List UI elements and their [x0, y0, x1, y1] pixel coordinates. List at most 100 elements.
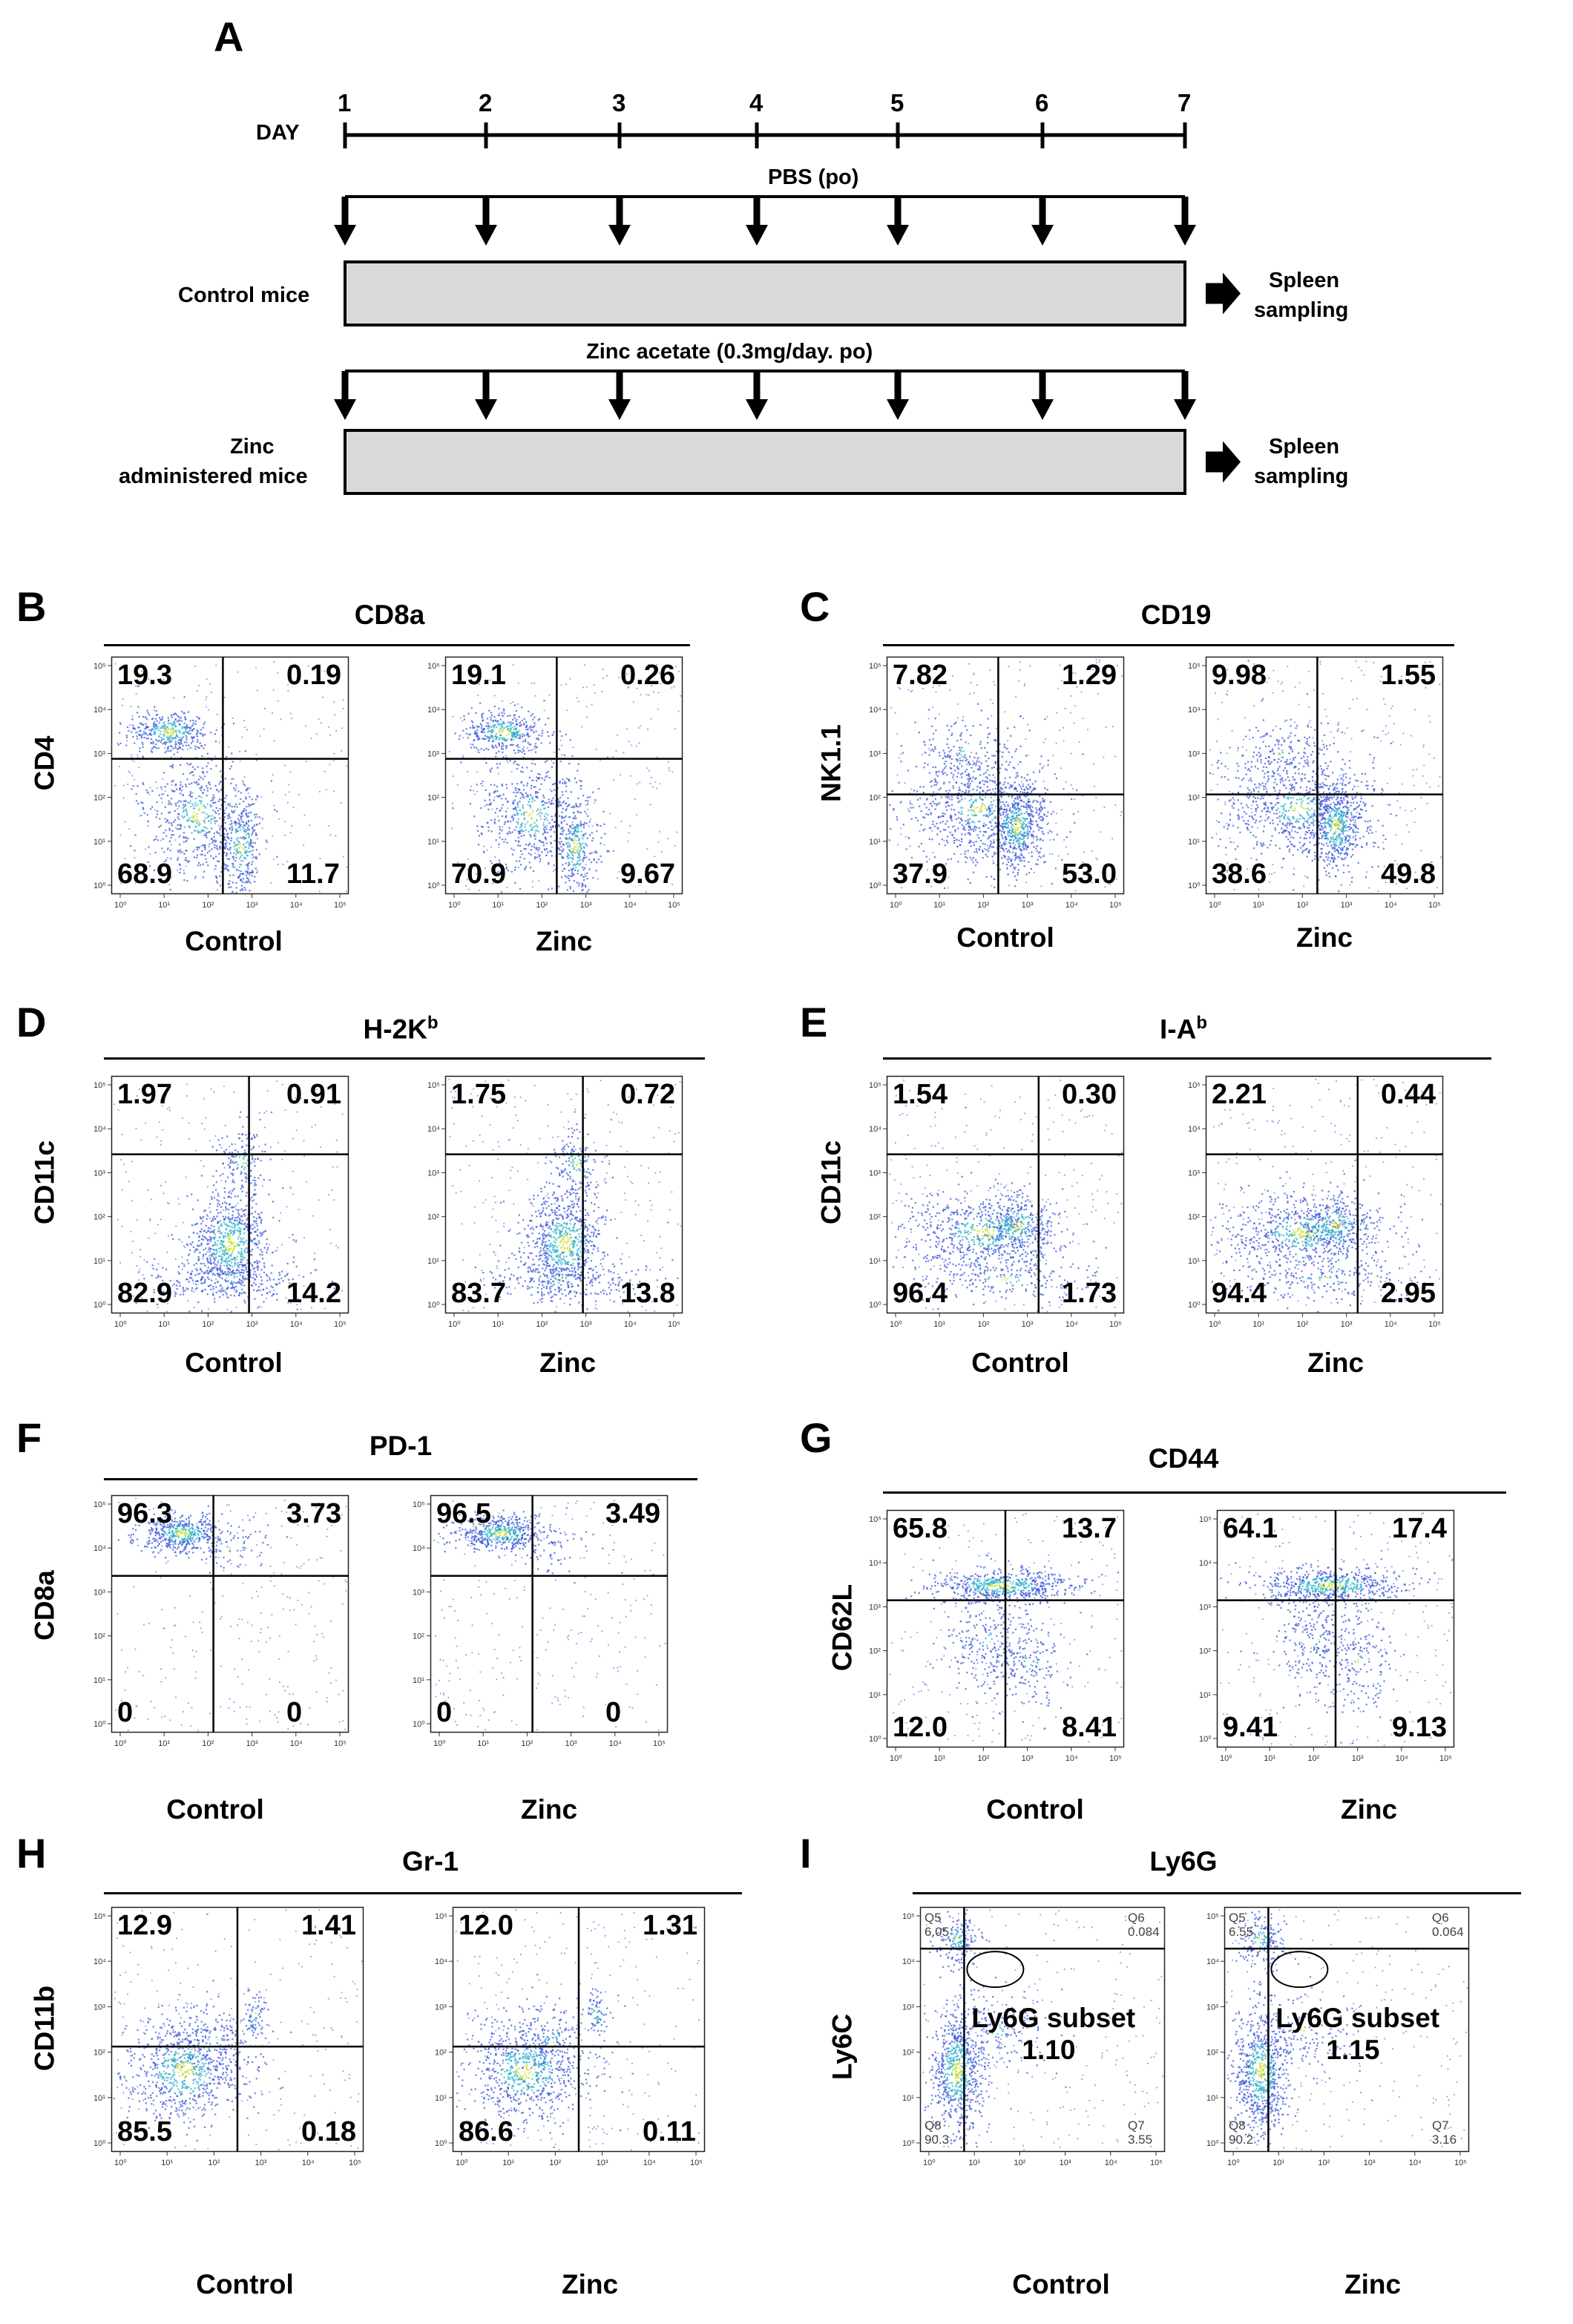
flow-scatter: 10⁰ 10⁰ 10¹ 10¹ 10² 10² 10³ 10³ 10⁴ 10⁴ 10⁵ 10⁵: [869, 656, 1125, 910]
y-tick-label: 10⁵: [93, 1081, 106, 1090]
quadrant-lower-right-value: 9.67: [620, 860, 675, 888]
x-tick-label: 10²: [977, 901, 989, 910]
y-tick-label: 10⁴: [1188, 706, 1201, 715]
y-axis-label: CD62L: [827, 1561, 858, 1695]
plot-frame: [1205, 656, 1444, 895]
flow-scatter: 10⁰ 10⁰ 10¹ 10¹ 10² 10² 10³ 10³ 10⁴ 10⁴ 10⁵ 10⁵: [869, 1075, 1125, 1329]
x-tick-label: 10²: [977, 1754, 989, 1763]
flow-plot-control: 10⁰ 10⁰ 10¹ 10¹ 10² 10² 10³ 10³ 10⁴ 10⁴ 10⁵ 10⁵ 12.9…: [93, 1906, 364, 2167]
y-tick-label: 10²: [93, 1213, 105, 1222]
control-arrow-head: [1174, 225, 1196, 246]
x-tick-label: 10⁵: [334, 1320, 347, 1329]
gate-percent: 0.084: [1128, 1925, 1160, 1940]
quadrant-upper-right-value: 1.31: [643, 1911, 697, 1940]
gate-percent: 6.05: [925, 1925, 949, 1940]
y-tick-label: 10⁵: [1199, 1515, 1212, 1524]
y-tick-label: 10¹: [869, 1691, 881, 1700]
y-tick-label: 10⁴: [427, 706, 440, 715]
quadrant-lower-left-value: 12.0: [893, 1713, 948, 1742]
y-tick-label: 10⁰: [93, 1301, 106, 1310]
control-arrow-head: [746, 225, 768, 246]
y-tick-label: 10⁰: [413, 1720, 425, 1729]
flow-scatter: 10⁰ 10⁰ 10¹ 10¹ 10² 10² 10³ 10³ 10⁴ 10⁴ 10⁵ 10⁵: [1188, 1075, 1444, 1329]
zinc-acetate-label: Zinc acetate (0.3mg/day. po): [586, 341, 873, 363]
x-axis-label-zinc: Zinc: [1247, 1349, 1425, 1376]
y-tick-label: 10⁵: [413, 1500, 425, 1509]
quadrant-upper-left-value: 1.75: [451, 1080, 506, 1109]
y-tick-label: 10⁰: [427, 882, 440, 890]
y-tick-label: 10⁵: [1188, 662, 1201, 671]
gate-name: Q7: [1128, 2118, 1152, 2133]
plot-frame: [1224, 1906, 1470, 2153]
gate-percent: 90.2: [1229, 2133, 1253, 2147]
zinc-arrow-head: [746, 399, 768, 420]
y-tick-label: 10⁵: [1188, 1081, 1201, 1090]
y-tick-label: 10²: [1188, 794, 1200, 803]
x-tick-label: 10⁰: [114, 1739, 127, 1748]
y-tick-label: 10²: [435, 2049, 447, 2058]
y-tick-label: 10⁰: [869, 1301, 881, 1310]
panel-title-text: Gr-1: [402, 1846, 459, 1877]
x-tick-label: 10³: [246, 1320, 258, 1329]
x-tick-label: 10³: [1022, 1754, 1034, 1763]
x-tick-label: 10³: [1364, 2159, 1376, 2167]
y-tick-label: 10³: [1199, 1603, 1211, 1612]
x-tick-label: 10²: [977, 1320, 989, 1329]
panel-title: PD-1: [252, 1432, 549, 1460]
quadrant-lower-right-value: 0.18: [301, 2118, 356, 2146]
x-tick-label: 10⁴: [290, 901, 303, 910]
flow-plot-zinc: 10⁰ 10⁰ 10¹ 10¹ 10² 10² 10³ 10³ 10⁴ 10⁴ 10⁵ 10⁵ 19.1…: [427, 656, 683, 910]
x-tick-label: 10⁵: [653, 1739, 666, 1748]
x-tick-label: 10⁵: [668, 1320, 680, 1329]
flow-plot-control: 10⁰ 10⁰ 10¹ 10¹ 10² 10² 10³ 10³ 10⁴ 10⁴ 10⁵ 10⁵ 7.82…: [869, 656, 1125, 910]
x-tick-label: 10¹: [933, 1320, 945, 1329]
y-tick-label: 10⁰: [93, 882, 106, 890]
x-axis-label-zinc: Zinc: [1235, 924, 1413, 951]
y-tick-label: 10⁴: [427, 1125, 440, 1134]
panel-title-superscript: b: [427, 1013, 439, 1033]
quadrant-upper-left-value: 65.8: [893, 1514, 948, 1543]
y-tick-label: 10²: [1199, 1647, 1211, 1656]
x-tick-label: 10⁵: [1428, 901, 1441, 910]
control-outcome-arrow: [1206, 272, 1241, 315]
x-tick-label: 10⁰: [1227, 2159, 1240, 2167]
gate-name: Q5: [925, 1911, 949, 1926]
y-tick-label: 10⁵: [1206, 1912, 1219, 1921]
quadrant-upper-left-value: 19.1: [451, 661, 506, 689]
x-tick-label: 10⁰: [456, 2159, 468, 2167]
x-axis-label-control: Control: [126, 1796, 304, 1823]
x-tick-label: 10³: [580, 1320, 592, 1329]
quadrant-upper-right-value: 17.4: [1392, 1514, 1447, 1543]
y-tick-label: 10²: [1206, 2049, 1218, 2058]
x-tick-label: 10⁰: [448, 901, 461, 910]
quadrant-upper-left-value: 96.5: [436, 1500, 491, 1528]
x-tick-label: 10⁰: [890, 1320, 902, 1329]
day-tick-label: 7: [1178, 91, 1191, 115]
x-tick-label: 10⁰: [114, 2159, 127, 2167]
x-axis-label-control: Control: [145, 928, 323, 955]
y-tick-label: 10¹: [869, 838, 881, 847]
panel-title-text: CD19: [1141, 600, 1212, 630]
control-arrow-head: [475, 225, 497, 246]
day-tick-label: 1: [338, 91, 351, 115]
y-tick-label: 10⁴: [869, 706, 881, 715]
panel-title: H-2Kb: [252, 1014, 549, 1043]
quadrant-upper-left-value: 1.54: [893, 1080, 948, 1109]
x-tick-label: 10²: [521, 1739, 533, 1748]
x-tick-label: 10⁵: [1150, 2159, 1163, 2167]
gate-percent: 3.16: [1432, 2133, 1457, 2147]
x-tick-label: 10⁵: [690, 2159, 703, 2167]
x-tick-label: 10²: [202, 901, 214, 910]
y-tick-label: 10⁰: [1206, 2139, 1219, 2148]
x-tick-label: 10⁵: [1109, 1320, 1122, 1329]
y-tick-label: 10⁵: [869, 1081, 881, 1090]
x-tick-label: 10³: [597, 2159, 608, 2167]
flow-scatter: 10⁰ 10⁰ 10¹ 10¹ 10² 10² 10³ 10³ 10⁴ 10⁴ 10⁵ 10⁵: [93, 656, 349, 910]
flow-plot-zinc: 10⁰ 10⁰ 10¹ 10¹ 10² 10² 10³ 10³ 10⁴ 10⁴ 10⁵ 10⁵ 64.1…: [1199, 1509, 1455, 1763]
panel-title-superscript: b: [1196, 1013, 1207, 1033]
panel-title-rule: [104, 644, 690, 646]
panel-label-c: C: [800, 586, 830, 628]
x-axis-label-zinc: Zinc: [460, 1796, 638, 1823]
y-tick-label: 10⁴: [93, 1125, 106, 1134]
y-tick-label: 10³: [93, 1588, 105, 1597]
